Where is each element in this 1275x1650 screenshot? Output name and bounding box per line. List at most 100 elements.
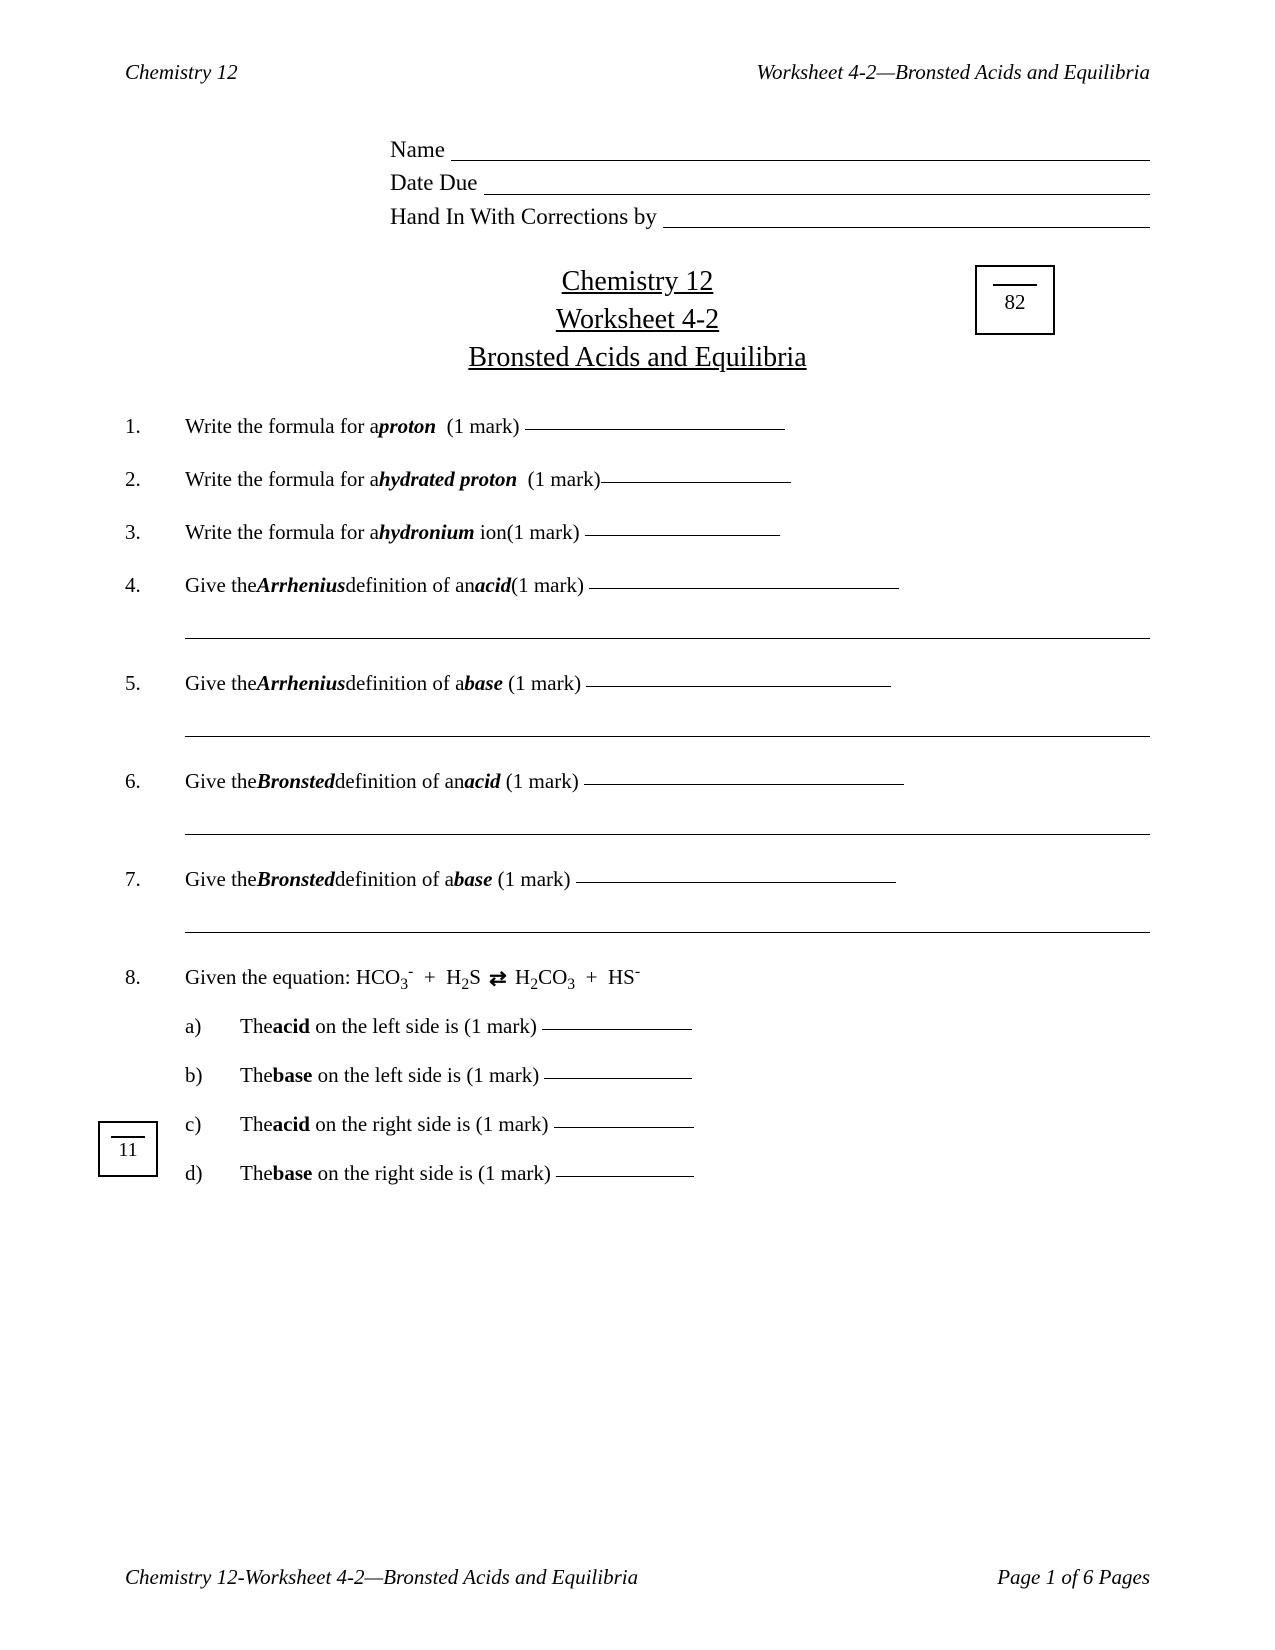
q8a-term: acid <box>273 1014 310 1039</box>
name-label: Name <box>390 133 445 166</box>
q1-num: 1. <box>125 414 185 439</box>
q8a-blank[interactable] <box>542 1029 692 1030</box>
q8c-pre: The <box>240 1112 273 1137</box>
page-header: Chemistry 12 Worksheet 4-2—Bronsted Acid… <box>125 60 1150 85</box>
q7-mid: definition of a <box>335 867 454 892</box>
q4-mid: definition of an <box>345 573 474 598</box>
q3-prompt: Write the formula for a hydronium ion(1 … <box>185 520 1150 545</box>
q7-blank-line[interactable] <box>185 932 1150 933</box>
page-footer: Chemistry 12-Worksheet 4-2—Bronsted Acid… <box>125 1565 1150 1590</box>
q8-prompt: Given the equation: HCO3- + H2S ⇄ H2CO3 … <box>185 965 1150 990</box>
question-3: 3. Write the formula for a hydronium ion… <box>125 520 1150 545</box>
q5-mid: definition of a <box>345 671 464 696</box>
score-box-side: 11 <box>98 1121 158 1177</box>
q8d-term: base <box>273 1161 313 1186</box>
q8c-post: on the right side is (1 mark) <box>310 1112 554 1137</box>
q8d-blank[interactable] <box>556 1176 694 1177</box>
q2-num: 2. <box>125 467 185 492</box>
question-8: 8. Given the equation: HCO3- + H2S ⇄ H2C… <box>125 965 1150 1186</box>
q4-blank-line[interactable] <box>185 638 1150 639</box>
q7-term2: base <box>454 867 493 892</box>
q1-term: proton <box>379 414 436 439</box>
q7-num: 7. <box>125 867 185 892</box>
footer-right: Page 1 of 6 Pages <box>997 1565 1150 1590</box>
q1-post: (1 mark) <box>436 414 525 439</box>
q6-prompt: Give the Bronsted definition of an acid … <box>185 769 1150 794</box>
q2-pre: Write the formula for a <box>185 467 379 492</box>
score-side-line <box>111 1136 145 1138</box>
question-1: 1. Write the formula for a proton (1 mar… <box>125 414 1150 439</box>
q7-pre: Give the <box>185 867 257 892</box>
handin-line: Hand In With Corrections by <box>390 200 1150 233</box>
q6-mid: definition of an <box>335 769 464 794</box>
questions: 1. Write the formula for a proton (1 mar… <box>125 414 1150 1186</box>
q8a-post: on the left side is (1 mark) <box>310 1014 542 1039</box>
q2-term: hydrated proton <box>379 467 517 492</box>
q8b-label: b) <box>185 1063 240 1088</box>
q5-term1: Arrhenius <box>257 671 346 696</box>
score-box-top: 82 <box>975 265 1055 335</box>
q3-blank[interactable] <box>585 535 780 536</box>
q6-num: 6. <box>125 769 185 794</box>
q7-term1: Bronsted <box>257 867 335 892</box>
q8d-pre: The <box>240 1161 273 1186</box>
q4-num: 4. <box>125 573 185 598</box>
q8d-label: d) <box>185 1161 240 1186</box>
name-blank[interactable] <box>451 128 1150 161</box>
question-2: 2. Write the formula for a hydrated prot… <box>125 467 1150 492</box>
q1-prompt: Write the formula for a proton (1 mark) <box>185 414 1150 439</box>
q1-blank[interactable] <box>525 429 785 430</box>
title-block: Chemistry 12 Worksheet 4-2 Bronsted Acid… <box>125 263 1150 376</box>
question-6: 6. Give the Bronsted definition of an ac… <box>125 769 1150 835</box>
q5-num: 5. <box>125 671 185 696</box>
q6-post: (1 mark) <box>501 769 584 794</box>
q5-prompt: Give the Arrhenius definition of a base … <box>185 671 1150 696</box>
q8b-blank[interactable] <box>544 1078 692 1079</box>
q5-blank[interactable] <box>586 686 891 687</box>
q7-blank[interactable] <box>576 882 896 883</box>
q4-term1: Arrhenius <box>257 573 346 598</box>
q6-pre: Give the <box>185 769 257 794</box>
q8c: c) The acid on the right side is (1 mark… <box>185 1112 1150 1137</box>
due-label: Date Due <box>390 166 478 199</box>
name-block: Name Date Due Hand In With Corrections b… <box>390 133 1150 233</box>
q8a: a) The acid on the left side is (1 mark) <box>185 1014 1150 1039</box>
q8-equation: HCO3- + H2S ⇄ H2CO3 + HS- <box>356 965 640 989</box>
q4-prompt: Give the Arrhenius definition of an acid… <box>185 573 1150 598</box>
q4-post: (1 mark) <box>511 573 589 598</box>
handin-label: Hand In With Corrections by <box>390 200 657 233</box>
q8c-label: c) <box>185 1112 240 1137</box>
q5-pre: Give the <box>185 671 257 696</box>
q8d-post: on the right side is (1 mark) <box>312 1161 556 1186</box>
q4-term2: acid <box>475 573 511 598</box>
q5-blank-line[interactable] <box>185 736 1150 737</box>
question-5: 5. Give the Arrhenius definition of a ba… <box>125 671 1150 737</box>
q2-prompt: Write the formula for a hydrated proton … <box>185 467 1150 492</box>
q8-pre: Given the equation: <box>185 965 356 989</box>
q4-blank[interactable] <box>589 588 899 589</box>
q8c-blank[interactable] <box>554 1127 694 1128</box>
q3-pre: Write the formula for a <box>185 520 379 545</box>
q6-term2: acid <box>464 769 500 794</box>
q1-pre: Write the formula for a <box>185 414 379 439</box>
q8a-pre: The <box>240 1014 273 1039</box>
q3-post: ion(1 mark) <box>475 520 585 545</box>
question-7: 7. Give the Bronsted definition of a bas… <box>125 867 1150 933</box>
due-blank[interactable] <box>484 161 1151 194</box>
q8c-term: acid <box>273 1112 310 1137</box>
q7-post: (1 mark) <box>492 867 575 892</box>
q3-term: hydronium <box>379 520 475 545</box>
q2-blank[interactable] <box>601 482 791 483</box>
q8b-pre: The <box>240 1063 273 1088</box>
q8b: b) The base on the left side is (1 mark) <box>185 1063 1150 1088</box>
q6-blank-line[interactable] <box>185 834 1150 835</box>
q8a-label: a) <box>185 1014 240 1039</box>
q8b-term: base <box>273 1063 313 1088</box>
score-side-denom: 11 <box>118 1139 137 1162</box>
handin-blank[interactable] <box>663 195 1150 228</box>
question-4: 4. Give the Arrhenius definition of an a… <box>125 573 1150 639</box>
q6-blank[interactable] <box>584 784 904 785</box>
header-left: Chemistry 12 <box>125 60 238 85</box>
title-line3: Bronsted Acids and Equilibria <box>125 339 1150 377</box>
q5-term2: base <box>464 671 503 696</box>
